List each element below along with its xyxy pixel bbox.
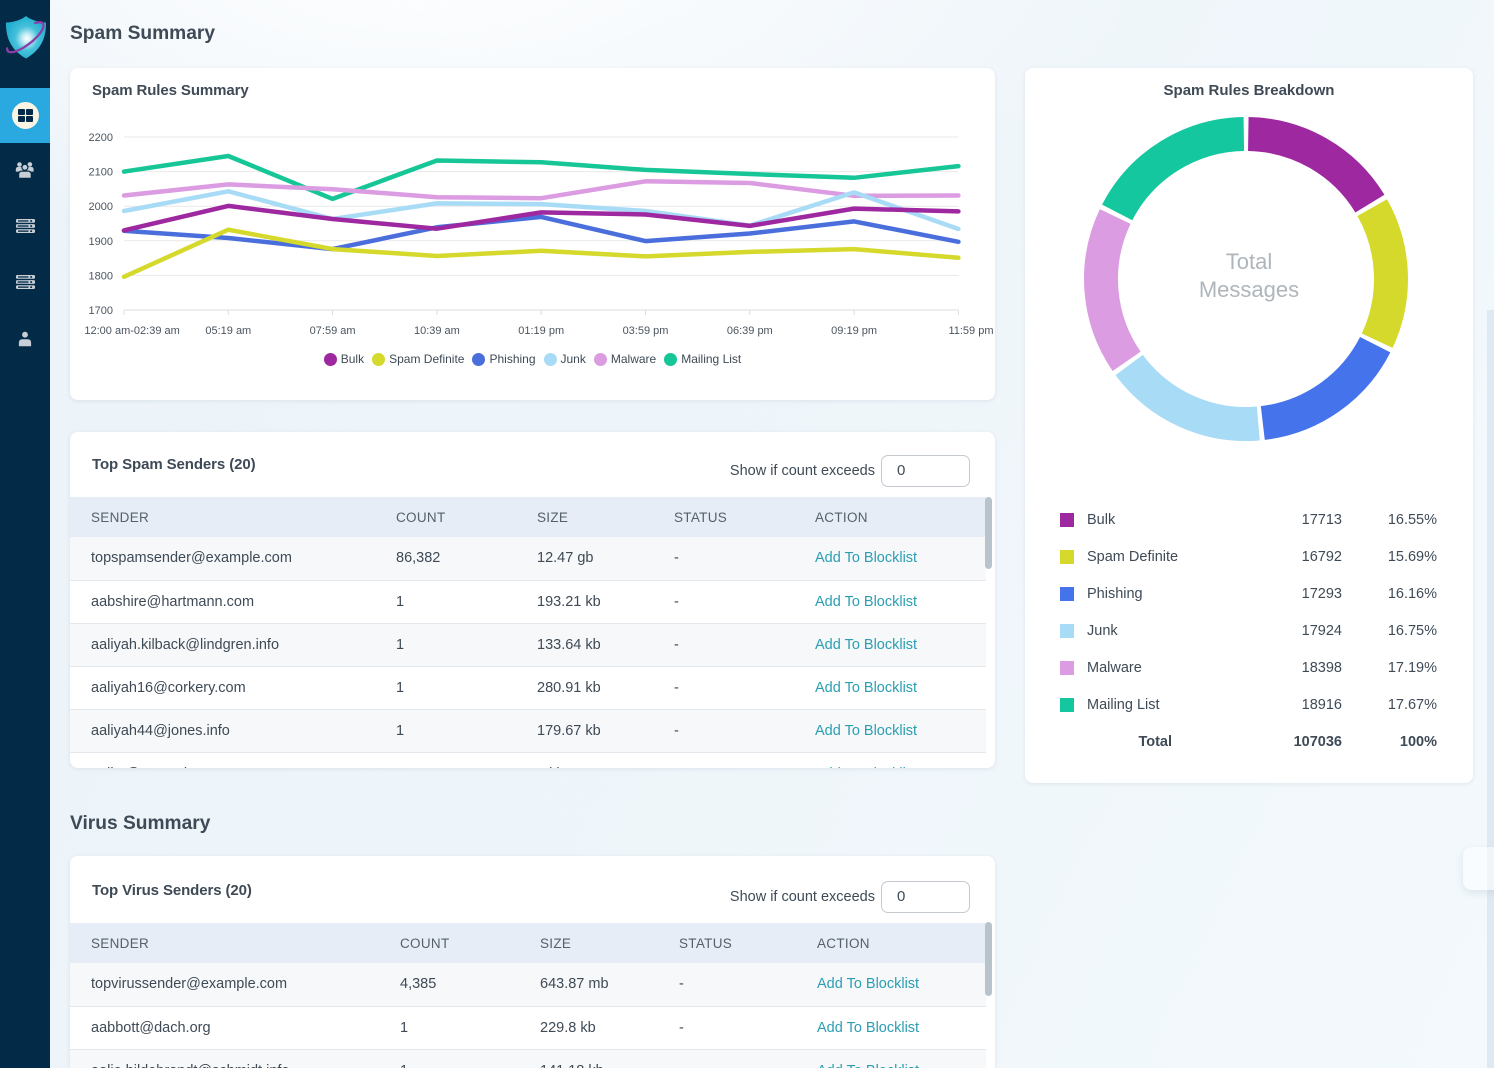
svg-text:11:59 pm: 11:59 pm bbox=[948, 325, 993, 337]
svg-text:2100: 2100 bbox=[89, 167, 113, 179]
svg-text:1800: 1800 bbox=[89, 270, 113, 282]
svg-text:12:00 am-02:39 am: 12:00 am-02:39 am bbox=[84, 325, 179, 337]
svg-text:2000: 2000 bbox=[89, 201, 113, 213]
svg-text:09:19 pm: 09:19 pm bbox=[831, 325, 877, 337]
svg-text:1700: 1700 bbox=[89, 305, 113, 317]
svg-text:2200: 2200 bbox=[89, 132, 113, 144]
svg-text:1900: 1900 bbox=[89, 236, 113, 248]
svg-text:10:39 am: 10:39 am bbox=[414, 325, 460, 337]
svg-text:03:59 pm: 03:59 pm bbox=[623, 325, 669, 337]
svg-text:06:39 pm: 06:39 pm bbox=[727, 325, 773, 337]
svg-text:01:19 pm: 01:19 pm bbox=[518, 325, 564, 337]
svg-text:07:59 am: 07:59 am bbox=[310, 325, 356, 337]
svg-text:05:19 am: 05:19 am bbox=[205, 325, 251, 337]
